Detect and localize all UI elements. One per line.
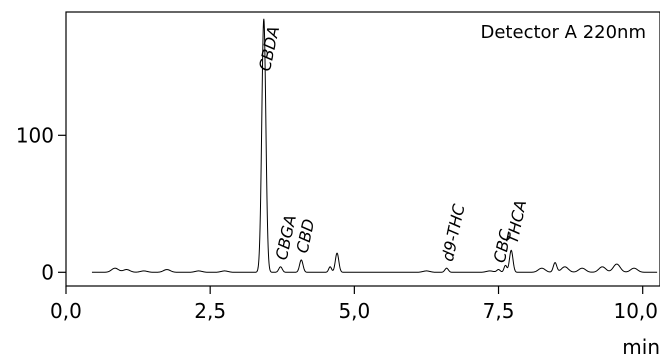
x-tick-label: 7,5 [483,299,515,323]
y-axis-ticks: 0 100 [16,123,66,284]
signal-trace [91,18,658,273]
plot-area [65,11,660,287]
peak-label: d9-THC [438,202,469,263]
y-tick-label: 0 [41,260,54,284]
x-tick-label: 10,0 [613,299,658,323]
detector-annotation: Detector A 220nm [481,22,647,43]
peak-label: CBDA [255,24,283,72]
x-axis-label: min [622,335,660,358]
x-axis-ticks: 0,0 2,5 5,0 7,5 10,0 [50,286,658,323]
y-tick-label: 100 [16,123,54,147]
x-tick-label: 2,5 [194,299,226,323]
x-tick-label: 5,0 [338,299,370,323]
x-tick-label: 0,0 [50,299,82,323]
peak-label: THCA [503,198,531,245]
